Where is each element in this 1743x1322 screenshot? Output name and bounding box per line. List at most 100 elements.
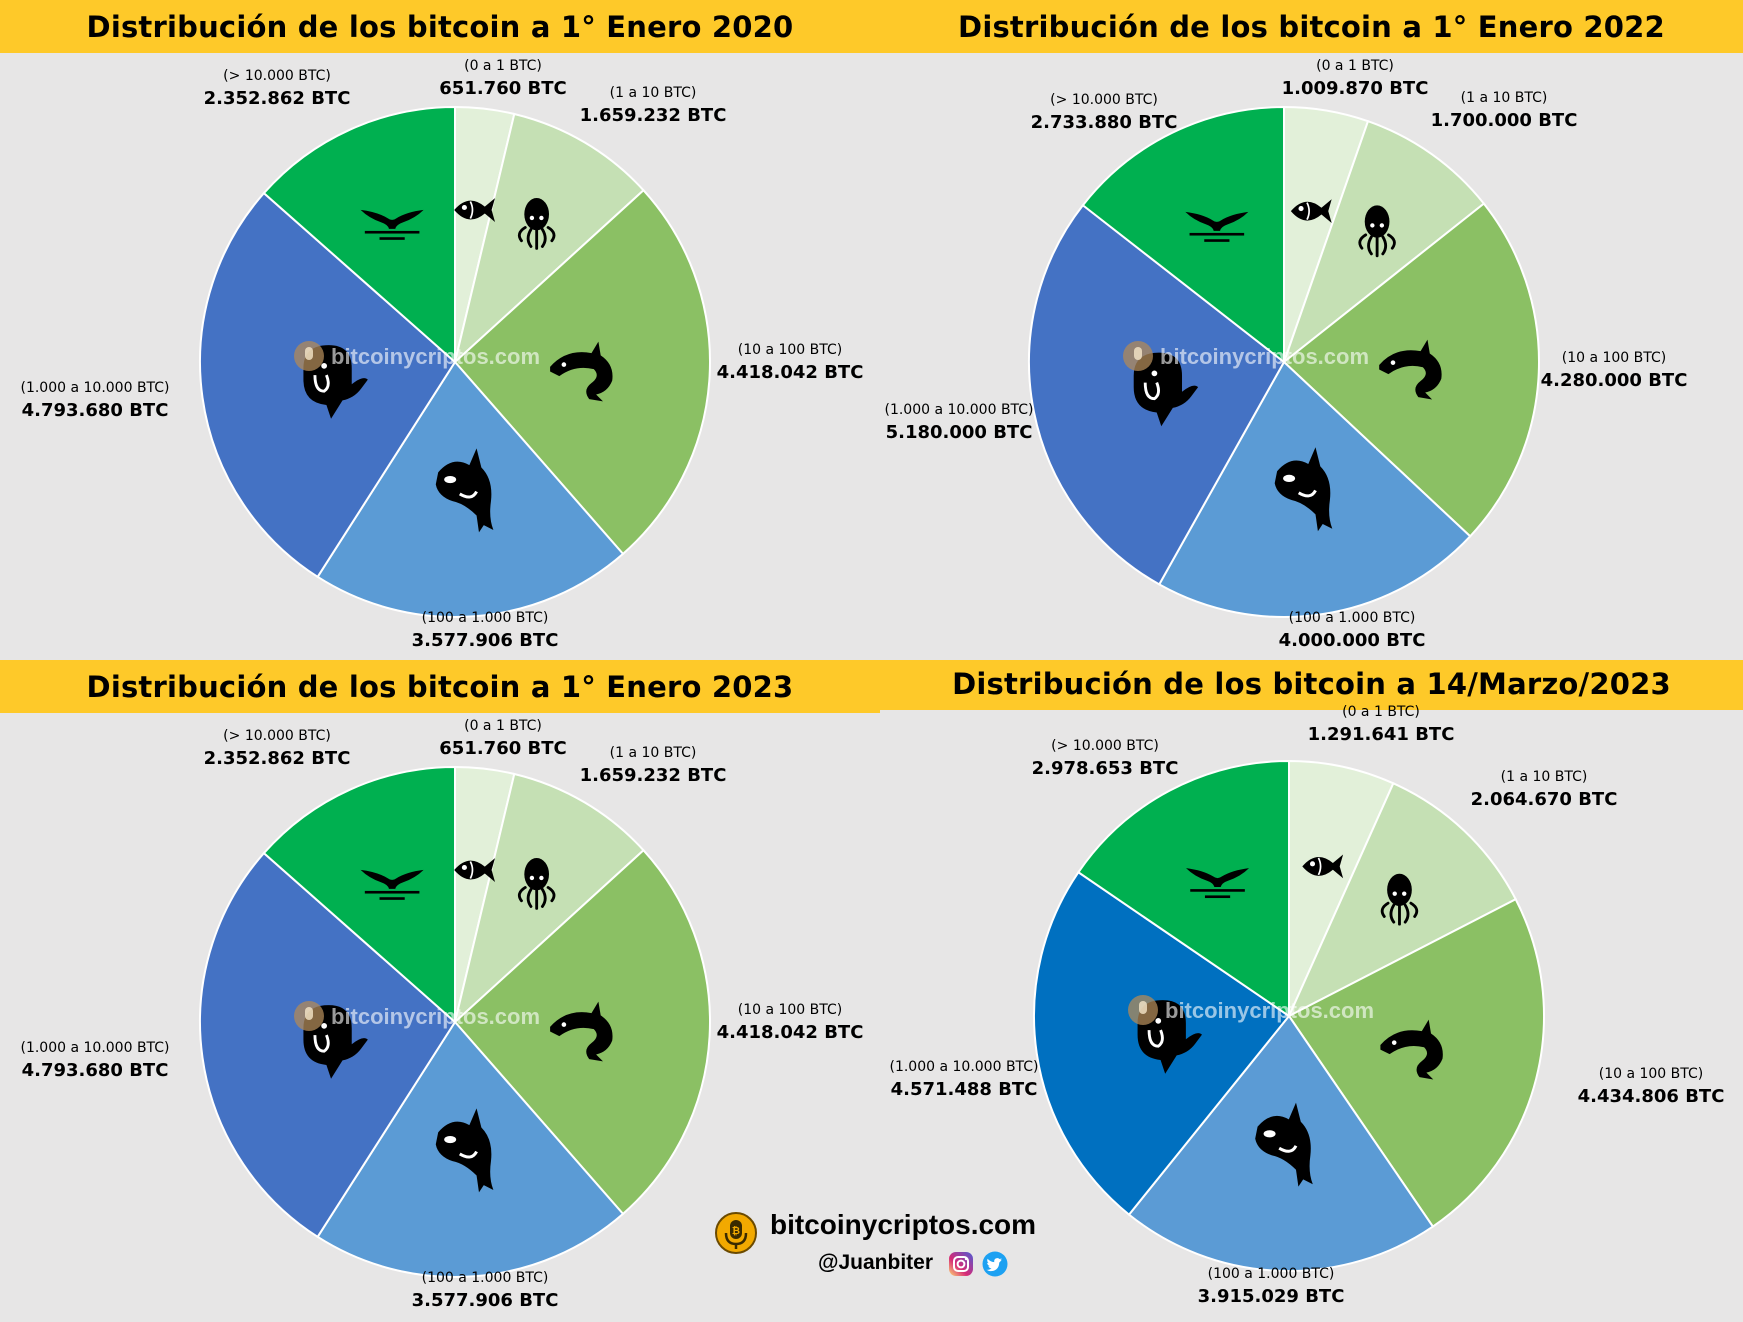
pie-chart-panel: Distribución de los bitcoin a 1° Enero 2… bbox=[0, 0, 880, 660]
value-label: 651.760 BTC bbox=[439, 738, 566, 759]
podcast-logo-icon: ₿ bbox=[715, 1212, 757, 1254]
watermark-text: bitcoinycriptos.com bbox=[1160, 344, 1369, 369]
category-label: (100 a 1.000 BTC) bbox=[422, 1270, 549, 1286]
category-label: (0 a 1 BTC) bbox=[1342, 704, 1420, 720]
value-label: 2.733.880 BTC bbox=[1031, 112, 1178, 133]
category-label: (1.000 a 10.000 BTC) bbox=[20, 380, 169, 396]
category-label: (0 a 1 BTC) bbox=[1316, 58, 1394, 74]
category-label: (1 a 10 BTC) bbox=[610, 85, 697, 101]
orca-icon bbox=[435, 1108, 494, 1193]
pie-chart: bitcoinycriptos.com (0 a 1 BTC) 651.760 BT… bbox=[20, 718, 864, 1311]
value-label: 4.793.680 BTC bbox=[22, 1060, 169, 1081]
category-label: (100 a 1.000 BTC) bbox=[1289, 610, 1416, 626]
whale-tail-icon bbox=[360, 869, 424, 900]
footer-handle[interactable]: @Juanbiter bbox=[818, 1251, 933, 1274]
watermark: bitcoinycriptos.com bbox=[294, 341, 540, 371]
value-label: 3.577.906 BTC bbox=[412, 630, 559, 651]
value-label: 2.064.670 BTC bbox=[1471, 789, 1618, 810]
value-label: 4.434.806 BTC bbox=[1578, 1086, 1725, 1107]
category-label: (> 10.000 BTC) bbox=[223, 68, 331, 84]
pie-slice-10-100 bbox=[453, 848, 711, 1216]
fish-icon bbox=[1290, 199, 1332, 224]
whale-tail-icon bbox=[1185, 211, 1249, 242]
octopus-icon bbox=[517, 198, 556, 250]
pie-slice-10-100 bbox=[453, 188, 711, 556]
value-label: 2.352.862 BTC bbox=[204, 748, 351, 769]
pie-chart-panel: Distribución de los bitcoin a 1° Enero 2… bbox=[0, 660, 880, 1322]
category-label: (1 a 10 BTC) bbox=[610, 745, 697, 761]
category-label: (> 10.000 BTC) bbox=[1050, 92, 1158, 108]
watermark: bitcoinycriptos.com bbox=[1123, 341, 1369, 371]
value-label: 3.577.906 BTC bbox=[412, 1290, 559, 1311]
value-label: 2.352.862 BTC bbox=[204, 88, 351, 109]
value-label: 2.978.653 BTC bbox=[1032, 758, 1179, 779]
watermark-text: bitcoinycriptos.com bbox=[331, 1004, 540, 1029]
pie-slice-10-100 bbox=[1287, 897, 1545, 1228]
orca-icon bbox=[1274, 447, 1333, 532]
category-label: (10 a 100 BTC) bbox=[738, 1002, 843, 1018]
value-label: 4.793.680 BTC bbox=[22, 400, 169, 421]
value-label: 4.418.042 BTC bbox=[717, 1022, 864, 1043]
watermark: bitcoinycriptos.com bbox=[1128, 995, 1374, 1025]
value-label: 4.000.000 BTC bbox=[1279, 630, 1426, 651]
octopus-icon bbox=[1380, 873, 1419, 926]
pie-slice-0-1 bbox=[1288, 759, 1395, 1017]
whale-icon bbox=[1133, 352, 1199, 427]
pie-slice-over-10000 bbox=[1076, 759, 1290, 1018]
value-label: 4.418.042 BTC bbox=[717, 362, 864, 383]
whale-tail-icon bbox=[360, 209, 424, 240]
category-label: (100 a 1.000 BTC) bbox=[1208, 1266, 1335, 1282]
value-label: 651.760 BTC bbox=[439, 78, 566, 99]
dolphin-icon bbox=[550, 341, 613, 402]
chart-title: Distribución de los bitcoin a 1° Enero 2… bbox=[0, 660, 880, 713]
orca-icon bbox=[1255, 1102, 1313, 1187]
value-label: 1.659.232 BTC bbox=[580, 105, 727, 126]
footer-site-name[interactable]: bitcoinycriptos.com bbox=[770, 1209, 1037, 1240]
pie-slice-over-10000 bbox=[262, 105, 456, 365]
category-label: (10 a 100 BTC) bbox=[1599, 1066, 1704, 1082]
category-label: (0 a 1 BTC) bbox=[464, 58, 542, 74]
pie-slice-1-10 bbox=[453, 772, 645, 1025]
value-label: 1.009.870 BTC bbox=[1282, 78, 1429, 99]
pie-chart: bitcoinycriptos.com (0 a 1 BTC) 1.009.870 … bbox=[884, 58, 1688, 651]
svg-text:₿: ₿ bbox=[732, 1225, 740, 1237]
category-label: (10 a 100 BTC) bbox=[1562, 350, 1667, 366]
category-label: (> 10.000 BTC) bbox=[223, 728, 331, 744]
chart-title: Distribución de los bitcoin a 1° Enero 2… bbox=[880, 0, 1743, 53]
watermark-text: bitcoinycriptos.com bbox=[331, 344, 540, 369]
category-label: (0 a 1 BTC) bbox=[464, 718, 542, 734]
instagram-icon[interactable] bbox=[948, 1251, 974, 1277]
fish-icon bbox=[454, 198, 496, 222]
category-label: (> 10.000 BTC) bbox=[1051, 738, 1159, 754]
pie-chart: bitcoinycriptos.com (0 a 1 BTC) 1.291.641 … bbox=[889, 704, 1725, 1307]
pie-slice-10-100 bbox=[1282, 202, 1540, 538]
orca-icon bbox=[435, 448, 494, 533]
value-label: 1.659.232 BTC bbox=[580, 765, 727, 786]
pie-chart-panel: Distribución de los bitcoin a 1° Enero 2… bbox=[880, 0, 1743, 660]
category-label: (1 a 10 BTC) bbox=[1501, 769, 1588, 785]
fish-icon bbox=[1302, 854, 1344, 879]
category-label: (1 a 10 BTC) bbox=[1461, 90, 1548, 106]
dolphin-icon bbox=[550, 1001, 613, 1062]
value-label: 1.291.641 BTC bbox=[1308, 724, 1455, 745]
octopus-icon bbox=[1358, 205, 1396, 258]
watermark: bitcoinycriptos.com bbox=[294, 1001, 540, 1031]
chart-title: Distribución de los bitcoin a 1° Enero 2… bbox=[0, 0, 880, 53]
whale-tail-icon bbox=[1186, 868, 1250, 899]
category-label: (1.000 a 10.000 BTC) bbox=[20, 1040, 169, 1056]
twitter-icon[interactable] bbox=[982, 1251, 1008, 1277]
pie-slice-1-10 bbox=[453, 112, 645, 365]
category-label: (100 a 1.000 BTC) bbox=[422, 610, 549, 626]
value-label: 4.280.000 BTC bbox=[1541, 370, 1688, 391]
footer-branding: ₿ bitcoinycriptos.com @Juanbiter bbox=[714, 1207, 1037, 1297]
chart-title: Distribución de los bitcoin a 14/Marzo/2… bbox=[880, 660, 1743, 710]
value-label: 1.700.000 BTC bbox=[1431, 110, 1578, 131]
category-label: (1.000 a 10.000 BTC) bbox=[889, 1059, 1038, 1075]
value-label: 5.180.000 BTC bbox=[886, 422, 1033, 443]
fish-icon bbox=[454, 858, 496, 882]
category-label: (1.000 a 10.000 BTC) bbox=[884, 402, 1033, 418]
pie-slice-over-10000 bbox=[1081, 105, 1285, 365]
dolphin-icon bbox=[1379, 339, 1442, 400]
category-label: (10 a 100 BTC) bbox=[738, 342, 843, 358]
dolphin-icon bbox=[1380, 1019, 1443, 1080]
